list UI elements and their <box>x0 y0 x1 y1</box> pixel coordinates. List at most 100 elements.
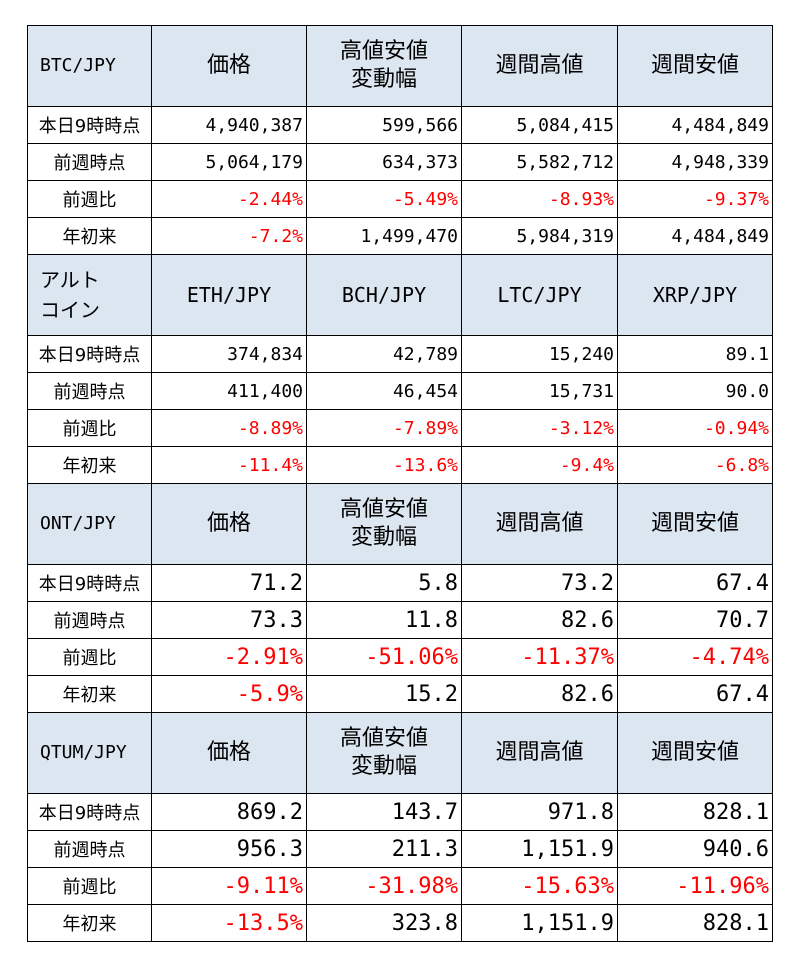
value-cell: 4,940,387 <box>151 106 307 144</box>
value-cell: 1,499,470 <box>306 217 462 255</box>
row-label: 前週比 <box>27 180 152 218</box>
price-table-body: BTC/JPY 価格 高値安値 変動幅 週間高値 週間安値 本日9時時点 4,940,387… <box>27 25 773 942</box>
value-cell: -0.94% <box>617 409 773 447</box>
value-cell: 82.6 <box>461 601 618 639</box>
value-cell: 67.4 <box>617 564 773 602</box>
section-label: QTUM/JPY <box>27 712 152 794</box>
column-header: BCH/JPY <box>306 254 462 336</box>
value-cell: -11.37% <box>461 638 618 676</box>
value-cell: 5.8 <box>306 564 462 602</box>
row-label: 前週時点 <box>27 143 152 181</box>
value-cell: 71.2 <box>151 564 307 602</box>
value-cell: -9.11% <box>151 867 307 905</box>
row-label: 前週比 <box>27 409 152 447</box>
value-cell: 940.6 <box>617 830 773 868</box>
value-cell: 42,789 <box>306 335 462 373</box>
section-header-row: BTC/JPY 価格 高値安値 変動幅 週間高値 週間安値 <box>27 25 773 107</box>
value-cell: 634,373 <box>306 143 462 181</box>
row-label: 前週時点 <box>27 830 152 868</box>
column-header: 週間安値 <box>617 483 773 565</box>
row-label: 前週時点 <box>27 601 152 639</box>
value-cell: -7.2% <box>151 217 307 255</box>
section-label: ONT/JPY <box>27 483 152 565</box>
table-row: 前週比 -9.11% -31.98% -15.63% -11.96% <box>27 867 773 905</box>
value-cell: 15,240 <box>461 335 618 373</box>
value-cell: 374,834 <box>151 335 307 373</box>
table-row: 前週比 -2.44% -5.49% -8.93% -9.37% <box>27 180 773 218</box>
row-label: 本日9時時点 <box>27 564 152 602</box>
value-cell: -8.93% <box>461 180 618 218</box>
table-row: 前週時点 73.3 11.8 82.6 70.7 <box>27 601 773 639</box>
value-cell: -5.9% <box>151 675 307 713</box>
value-cell: 70.7 <box>617 601 773 639</box>
value-cell: 5,582,712 <box>461 143 618 181</box>
column-header: 高値安値 変動幅 <box>306 483 462 565</box>
value-cell: -2.91% <box>151 638 307 676</box>
value-cell: 67.4 <box>617 675 773 713</box>
value-cell: 73.3 <box>151 601 307 639</box>
value-cell: 4,484,849 <box>617 106 773 144</box>
table-row: 前週時点 956.3 211.3 1,151.9 940.6 <box>27 830 773 868</box>
table-row: 前週時点 411,400 46,454 15,731 90.0 <box>27 372 773 410</box>
value-cell: 82.6 <box>461 675 618 713</box>
value-cell: -7.89% <box>306 409 462 447</box>
value-cell: 5,064,179 <box>151 143 307 181</box>
value-cell: -51.06% <box>306 638 462 676</box>
row-label: 前週時点 <box>27 372 152 410</box>
row-label: 本日9時時点 <box>27 793 152 831</box>
value-cell: 411,400 <box>151 372 307 410</box>
table-row: 前週時点 5,064,179 634,373 5,582,712 4,948,339 <box>27 143 773 181</box>
value-cell: -9.4% <box>461 446 618 484</box>
section-label: アルト コイン <box>27 254 152 336</box>
value-cell: -4.74% <box>617 638 773 676</box>
value-cell: 5,084,415 <box>461 106 618 144</box>
value-cell: 1,151.9 <box>461 830 618 868</box>
value-cell: -8.89% <box>151 409 307 447</box>
row-label: 年初来 <box>27 675 152 713</box>
value-cell: -2.44% <box>151 180 307 218</box>
column-header: 週間高値 <box>461 25 618 107</box>
table-row: 年初来 -13.5% 323.8 1,151.9 828.1 <box>27 904 773 942</box>
table-row: 本日9時時点 71.2 5.8 73.2 67.4 <box>27 564 773 602</box>
column-header: 週間安値 <box>617 712 773 794</box>
table-row: 年初来 -11.4% -13.6% -9.4% -6.8% <box>27 446 773 484</box>
row-label: 前週比 <box>27 867 152 905</box>
column-header: 高値安値 変動幅 <box>306 25 462 107</box>
value-cell: 956.3 <box>151 830 307 868</box>
price-table: BTC/JPY 価格 高値安値 変動幅 週間高値 週間安値 本日9時時点 4,940,387… <box>27 25 773 942</box>
row-label: 本日9時時点 <box>27 335 152 373</box>
column-header: 価格 <box>151 25 307 107</box>
row-label: 年初来 <box>27 446 152 484</box>
value-cell: -31.98% <box>306 867 462 905</box>
column-header: LTC/JPY <box>461 254 618 336</box>
value-cell: -11.96% <box>617 867 773 905</box>
column-header: 価格 <box>151 712 307 794</box>
table-row: 本日9時時点 869.2 143.7 971.8 828.1 <box>27 793 773 831</box>
row-label: 前週比 <box>27 638 152 676</box>
table-row: 本日9時時点 374,834 42,789 15,240 89.1 <box>27 335 773 373</box>
value-cell: 15.2 <box>306 675 462 713</box>
row-label: 本日9時時点 <box>27 106 152 144</box>
value-cell: -9.37% <box>617 180 773 218</box>
section-header-row: ONT/JPY 価格 高値安値 変動幅 週間高値 週間安値 <box>27 483 773 565</box>
value-cell: 90.0 <box>617 372 773 410</box>
value-cell: -13.5% <box>151 904 307 942</box>
table-row: 前週比 -2.91% -51.06% -11.37% -4.74% <box>27 638 773 676</box>
column-header: XRP/JPY <box>617 254 773 336</box>
column-header: ETH/JPY <box>151 254 307 336</box>
value-cell: 46,454 <box>306 372 462 410</box>
value-cell: -13.6% <box>306 446 462 484</box>
value-cell: 73.2 <box>461 564 618 602</box>
value-cell: 828.1 <box>617 793 773 831</box>
column-header: 週間高値 <box>461 712 618 794</box>
section-label: BTC/JPY <box>27 25 152 107</box>
row-label: 年初来 <box>27 217 152 255</box>
value-cell: 15,731 <box>461 372 618 410</box>
value-cell: 1,151.9 <box>461 904 618 942</box>
value-cell: 599,566 <box>306 106 462 144</box>
value-cell: 143.7 <box>306 793 462 831</box>
column-header: 週間安値 <box>617 25 773 107</box>
value-cell: -15.63% <box>461 867 618 905</box>
value-cell: 323.8 <box>306 904 462 942</box>
value-cell: 828.1 <box>617 904 773 942</box>
